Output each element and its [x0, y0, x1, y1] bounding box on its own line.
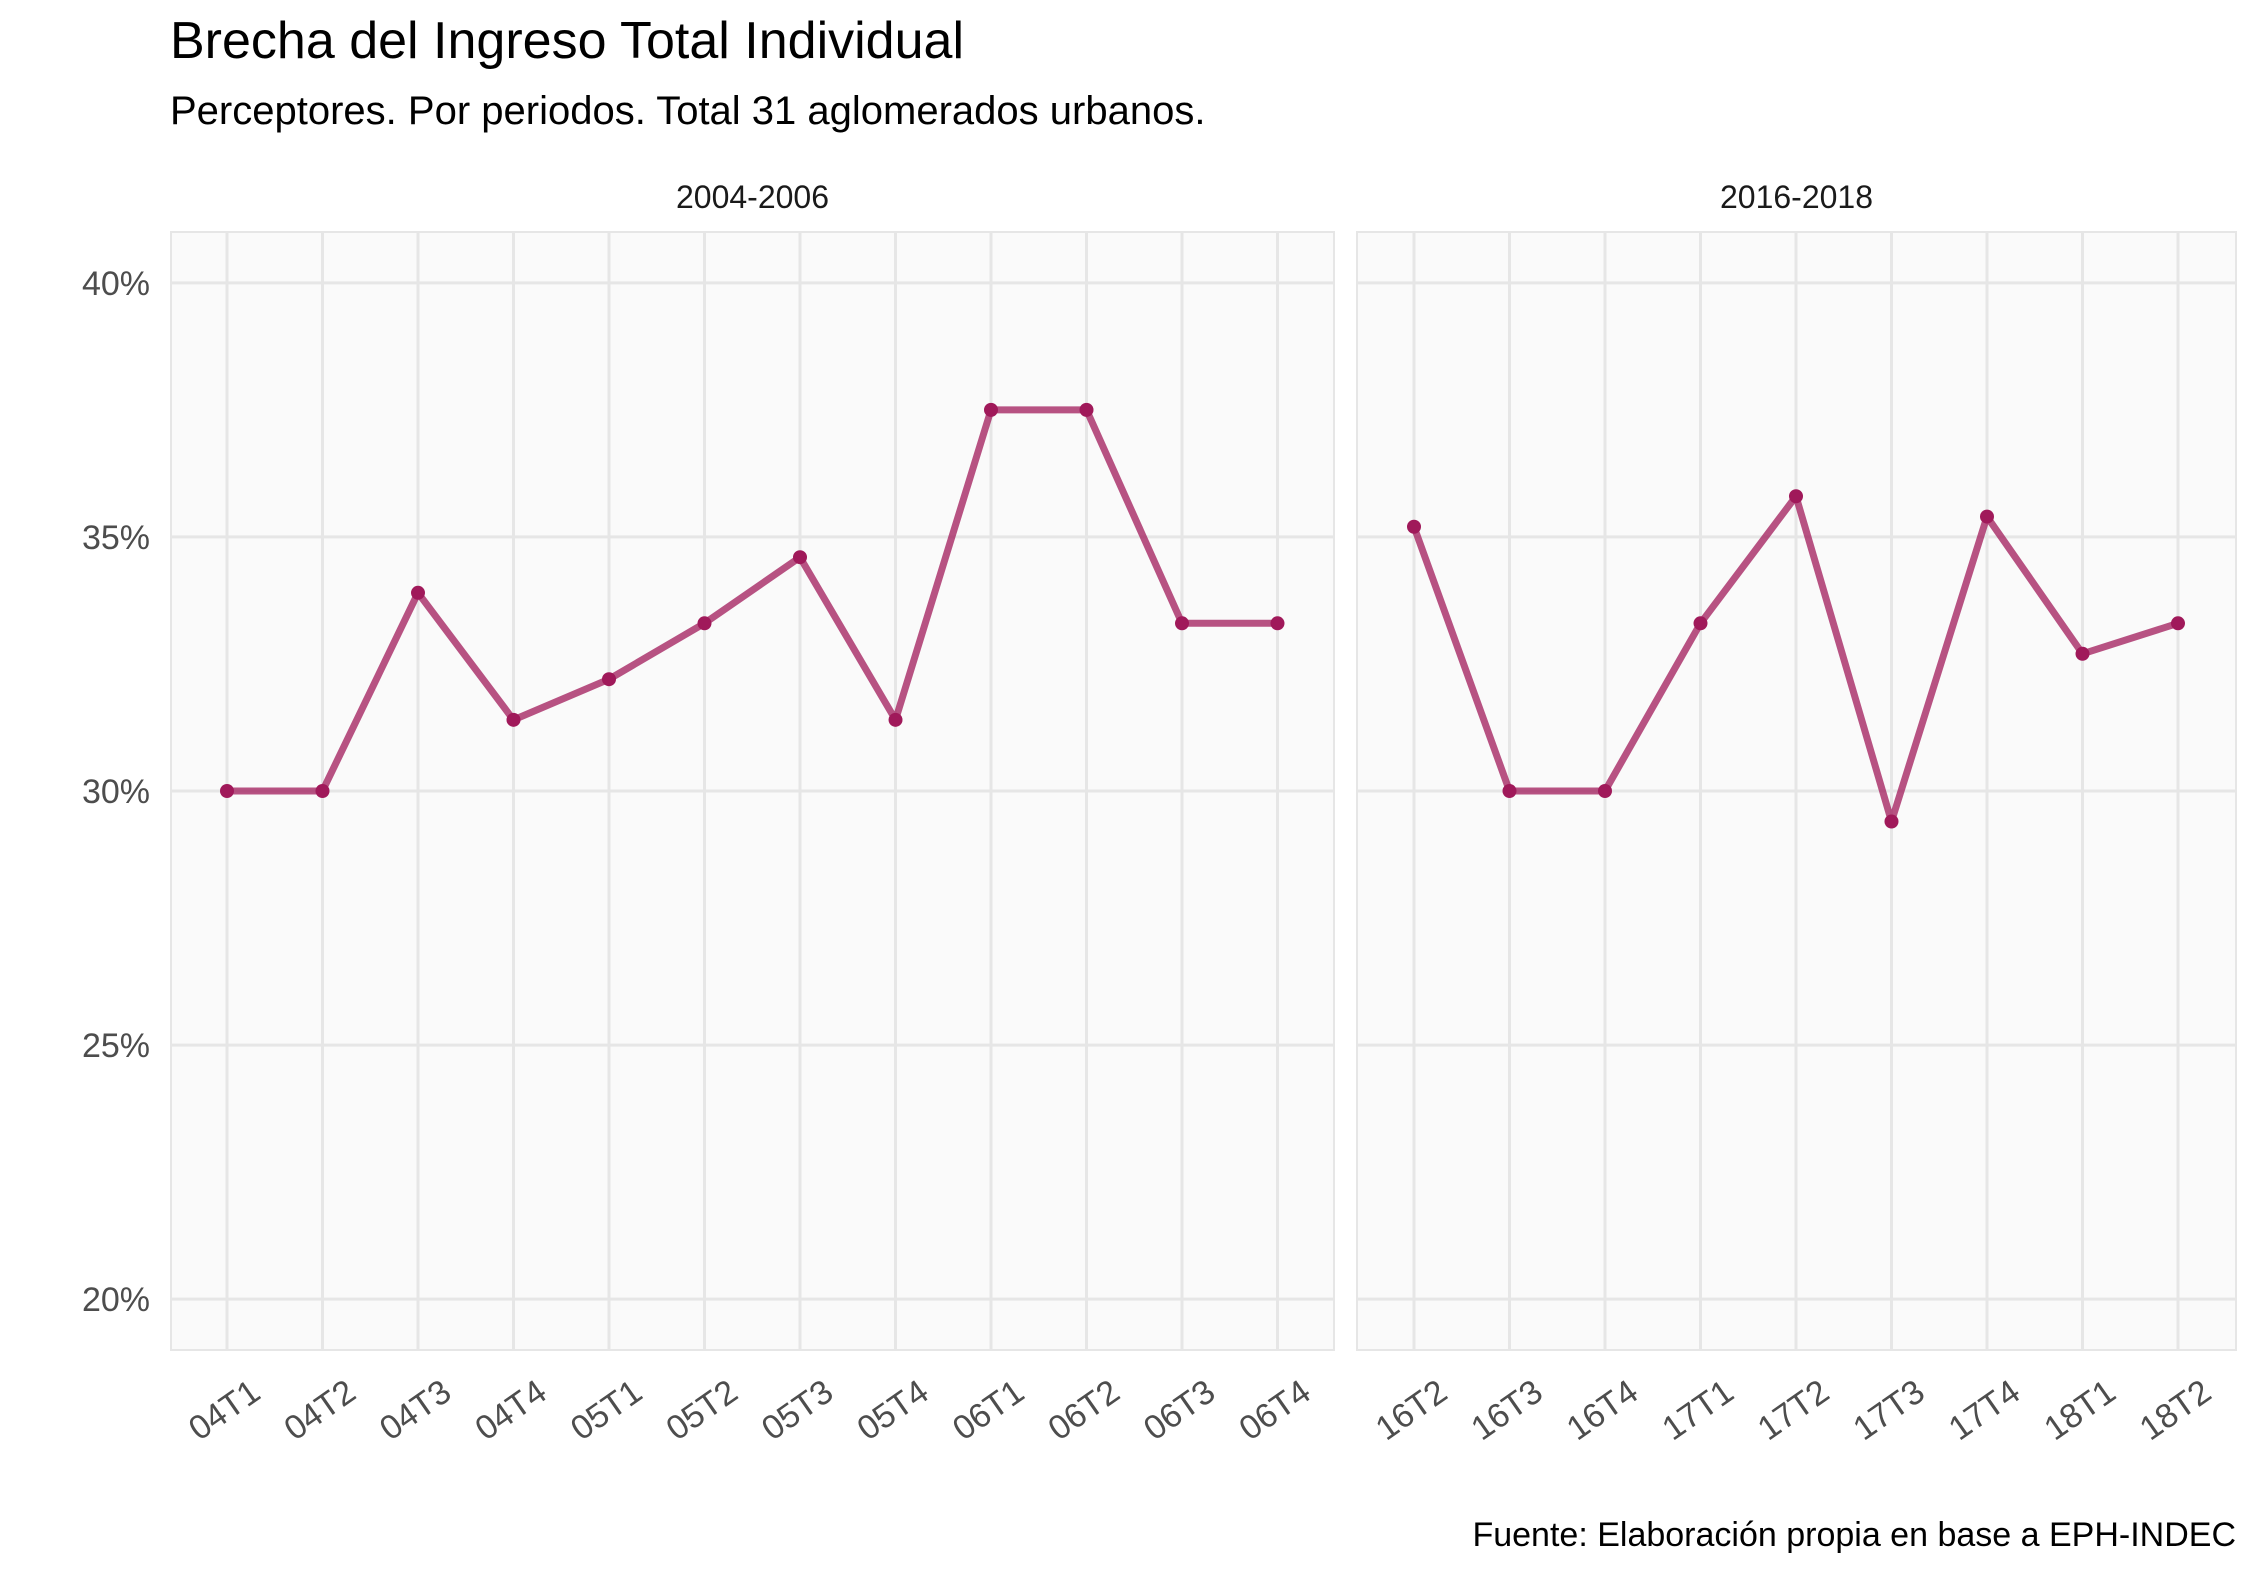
x-tick-label: 06T2	[1041, 1372, 1126, 1448]
y-tick-label: 40%	[82, 265, 150, 303]
y-tick-label: 30%	[82, 773, 150, 811]
data-point	[984, 402, 998, 417]
panel-2004-2006: 2004-2006 04T1 04T2 04T3 04T4 05T1 05T2 05T3 05T…	[170, 179, 1335, 1448]
data-point	[1693, 616, 1708, 631]
data-point	[888, 712, 903, 727]
facet-label: 2016-2018	[1720, 179, 1873, 215]
x-tick-label: 17T2	[1751, 1372, 1836, 1448]
data-point	[2171, 616, 2185, 631]
data-point	[1175, 616, 1189, 631]
x-tick-label: 06T1	[946, 1372, 1031, 1448]
x-tick-label: 16T2	[1369, 1372, 1454, 1448]
y-tick-label: 35%	[82, 519, 150, 557]
x-tick-label: 06T4	[1232, 1372, 1317, 1448]
x-tick-label: 18T1	[2037, 1372, 2122, 1448]
data-point	[1980, 509, 1994, 524]
data-point	[1270, 616, 1285, 631]
y-tick-label: 25%	[82, 1027, 150, 1065]
x-tick-label: 04T1	[182, 1372, 267, 1448]
x-tick-label: 05T3	[755, 1372, 840, 1448]
x-tick-label: 17T1	[1655, 1372, 1740, 1448]
x-tick-label: 18T2	[2133, 1372, 2218, 1448]
facet-label: 2004-2006	[676, 179, 829, 215]
panels: 2004-2006 04T1 04T2 04T3 04T4 05T1 05T2 05T3 05T…	[82, 179, 2237, 1448]
data-point	[411, 585, 425, 600]
x-tick-label: 05T4	[850, 1372, 935, 1448]
x-tick-label: 05T2	[659, 1372, 744, 1448]
x-tick-label: 04T2	[277, 1372, 362, 1448]
x-tick-label: 04T3	[373, 1372, 458, 1448]
x-tick-label: 17T4	[1942, 1372, 2027, 1448]
data-point	[1079, 402, 1094, 417]
data-point	[506, 712, 521, 727]
chart-title: Brecha del Ingreso Total Individual	[170, 12, 964, 70]
data-point	[2075, 646, 2090, 661]
x-tick-label: 04T4	[468, 1372, 553, 1448]
series-line	[223, 406, 1281, 795]
data-point	[697, 616, 712, 631]
y-tick-label: 20%	[82, 1281, 150, 1319]
data-point	[315, 784, 330, 798]
x-tick-label: 16T4	[1560, 1372, 1645, 1448]
data-point	[793, 550, 807, 565]
data-point	[1884, 814, 1899, 829]
data-point	[1598, 784, 1612, 798]
data-point	[1502, 784, 1517, 798]
data-point	[1789, 489, 1803, 504]
x-tick-label: 06T3	[1137, 1372, 1222, 1448]
data-point	[220, 784, 234, 798]
data-point	[602, 672, 616, 687]
chart-caption: Fuente: Elaboración propia en base a EPH…	[1472, 1516, 2236, 1554]
x-tick-label: 05T1	[564, 1372, 649, 1448]
x-tick-label: 16T3	[1464, 1372, 1549, 1448]
x-tick-label: 17T3	[1846, 1372, 1931, 1448]
chart-subtitle: Perceptores. Por periodos. Total 31 aglo…	[170, 89, 1205, 133]
data-point	[1407, 519, 1421, 534]
